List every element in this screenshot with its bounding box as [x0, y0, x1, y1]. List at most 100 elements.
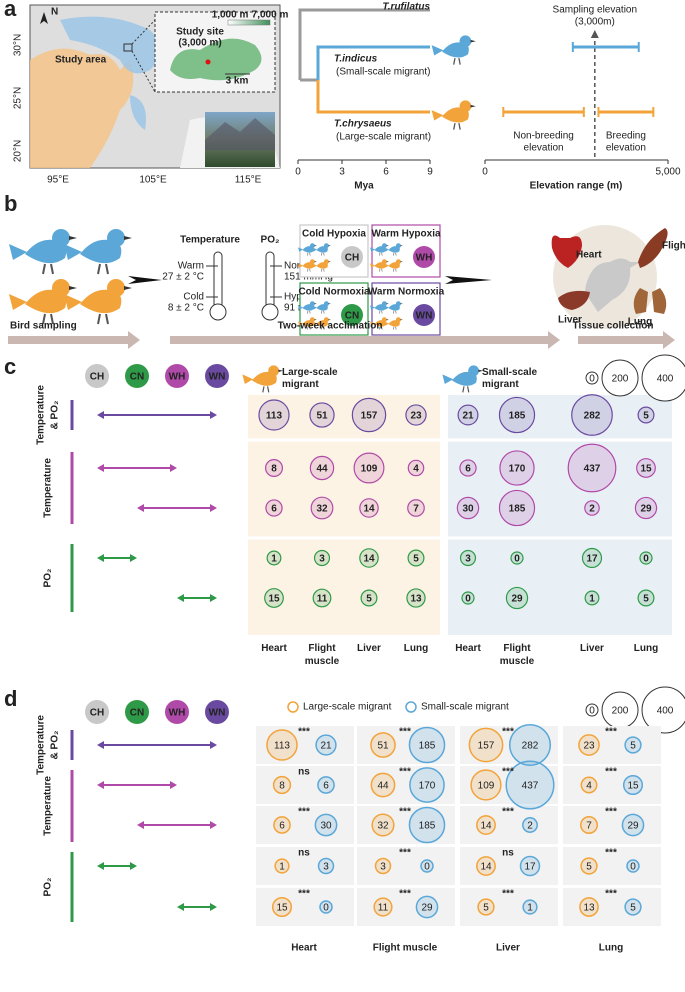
group-label: Temperature	[36, 715, 47, 775]
bird-body	[431, 42, 469, 58]
bubble	[624, 736, 642, 754]
x-tick-label: 3	[339, 167, 345, 178]
bubble-label: 113	[266, 411, 283, 422]
significance: ns	[298, 767, 310, 778]
step-label: Two-week acclimation	[278, 321, 383, 332]
bird-icon	[370, 243, 389, 256]
bird-head	[309, 259, 315, 265]
bubble	[317, 776, 335, 794]
bird-head	[52, 229, 70, 247]
bird-head	[268, 365, 279, 377]
significance: ***	[399, 767, 411, 778]
x-tick-label: 6	[383, 167, 389, 178]
bubble-label: 3	[380, 862, 386, 873]
bubble	[359, 498, 379, 518]
north-label: N	[51, 7, 58, 18]
significance: ***	[399, 848, 411, 859]
bubble-label: 14	[480, 862, 492, 873]
bird-body	[298, 320, 314, 327]
bird-icon	[312, 259, 331, 272]
bubble-label: 2	[589, 504, 595, 515]
significance: ***	[605, 727, 617, 738]
study-box	[123, 43, 133, 52]
bird-body	[384, 320, 400, 327]
bubble	[317, 857, 335, 875]
bubble	[624, 898, 642, 916]
bubble	[498, 489, 536, 527]
bird-icon	[384, 259, 403, 272]
thermometer-bulb	[209, 303, 227, 321]
bubble-label: 3	[323, 862, 329, 873]
bubble-label: 17	[524, 862, 536, 873]
bird-head	[459, 100, 472, 113]
bubble-label: 29	[640, 504, 652, 515]
tissue-label-line: Heart	[455, 643, 481, 654]
size-legend-label: 0	[589, 706, 595, 717]
bubble-label: 8	[279, 781, 285, 792]
bird-beak	[314, 245, 317, 247]
bubble-label: 15	[640, 464, 652, 475]
bird-icon	[312, 243, 331, 256]
bubble	[510, 551, 524, 565]
panel-label: c	[4, 354, 16, 379]
condition-code: WN	[416, 311, 433, 322]
tissue-label-line: Flight	[308, 643, 336, 654]
bubble	[498, 396, 536, 434]
bird-icon	[298, 301, 317, 314]
bubble-label: 4	[413, 464, 419, 475]
small-migrant-range	[60, 16, 160, 131]
bubble	[314, 813, 338, 837]
bubble	[272, 775, 292, 795]
bubble-label: 0	[643, 554, 649, 565]
bird-body	[312, 304, 328, 311]
tissue-label: Heart	[576, 250, 602, 261]
tissue-label-line: Heart	[261, 643, 287, 654]
bubble	[273, 816, 291, 834]
study-area-label: Study area	[55, 55, 107, 66]
bubble	[637, 589, 655, 607]
condition-code: WH	[169, 708, 186, 719]
bubble	[405, 404, 427, 426]
significance: ***	[298, 727, 310, 738]
bird-beak	[386, 245, 389, 247]
panel-label: a	[4, 0, 17, 21]
level-label: Warm	[178, 261, 204, 272]
condition-badge	[341, 304, 363, 326]
scale-bar-label: 3 km	[226, 76, 249, 87]
condition-code: WN	[209, 372, 226, 383]
bubble	[476, 856, 496, 876]
bubble	[407, 549, 425, 567]
bird-head	[459, 35, 472, 48]
bird-body	[312, 262, 328, 269]
bubble	[456, 496, 480, 520]
bird-head	[395, 301, 401, 307]
bird-icon	[298, 317, 317, 330]
taxon-note: (Large-scale migrant)	[336, 132, 431, 143]
inset-terrain	[170, 38, 262, 81]
bubble	[407, 459, 425, 477]
zoom-line	[131, 19, 156, 45]
bird-legs	[307, 326, 311, 330]
bubble	[457, 404, 479, 426]
condition-name: Cold Hypoxia	[302, 229, 366, 240]
cell	[460, 888, 558, 926]
bubble	[499, 450, 535, 486]
bubble-label: 157	[361, 411, 378, 422]
bubble	[408, 726, 446, 764]
condition-code: CN	[130, 372, 144, 383]
bubble-label: 29	[421, 903, 433, 914]
step-label: Bird sampling	[10, 321, 77, 332]
bird-beak	[69, 286, 77, 290]
bird-icon	[442, 365, 484, 393]
bird-head	[323, 301, 329, 307]
bubble-label: 113	[274, 741, 290, 752]
bubble	[353, 452, 385, 484]
bubble	[621, 813, 645, 837]
bubble-label: 21	[462, 411, 474, 422]
migrant-name-line: migrant	[482, 379, 519, 390]
bubble-label: 29	[511, 594, 523, 605]
bubble-label: 30	[462, 504, 474, 515]
bird-body	[442, 371, 477, 386]
bubble	[319, 900, 333, 914]
tissue-label-line: muscle	[500, 656, 535, 667]
